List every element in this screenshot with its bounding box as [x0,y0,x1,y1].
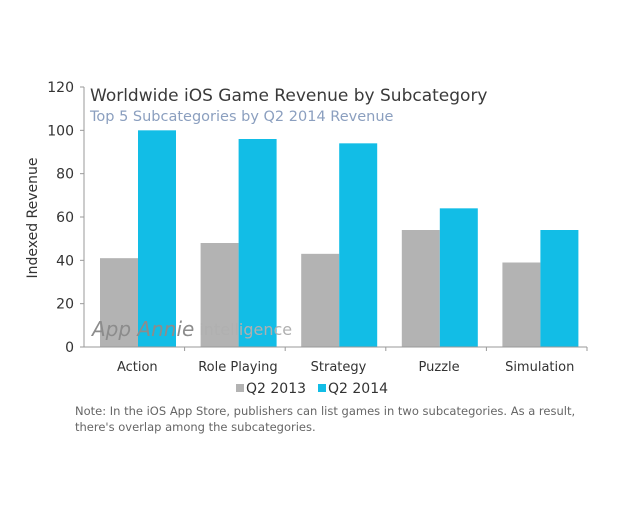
y-tick-label: 120 [47,80,74,96]
y-tick-label: 40 [56,253,74,269]
bar-q2-2013 [301,253,340,347]
bar-q2-2014 [439,208,478,347]
bar-q2-2013 [502,262,541,347]
legend-swatch [236,384,244,392]
chart-subtitle: Top 5 Subcategories by Q2 2014 Revenue [89,109,394,125]
app-annie-watermark: App Annie intelligence [90,317,292,341]
x-tick-label: Action [117,360,158,375]
bar-q2-2014 [339,143,378,347]
x-tick-label: Puzzle [419,360,460,375]
bar-q2-2013 [401,230,440,347]
chart-title: Worldwide iOS Game Revenue by Subcategor… [90,86,488,106]
bar-q2-2014 [540,230,579,347]
legend-swatch [318,384,326,392]
bar-q2-2014 [238,139,277,347]
y-tick-label: 100 [47,123,74,139]
watermark-suffix: intelligence [199,320,292,339]
watermark-brand: App Annie [90,317,194,341]
bar-q2-2013 [200,243,239,347]
legend-label: Q2 2014 [328,381,388,397]
y-axis-label: Indexed Revenue [25,157,41,278]
x-tick-label: Simulation [505,360,574,375]
y-tick-label: 20 [56,297,74,313]
y-tick-label: 60 [56,210,74,226]
bar-q2-2014 [138,130,176,347]
y-tick-label: 0 [65,340,74,356]
chart-note: Note: In the iOS App Store, publishers c… [75,404,576,434]
x-tick-label: Role Playing [198,360,277,375]
legend-label: Q2 2013 [246,381,306,397]
y-tick-label: 80 [56,167,74,183]
bar-q2-2013 [100,258,138,347]
x-tick-label: Strategy [311,360,367,375]
